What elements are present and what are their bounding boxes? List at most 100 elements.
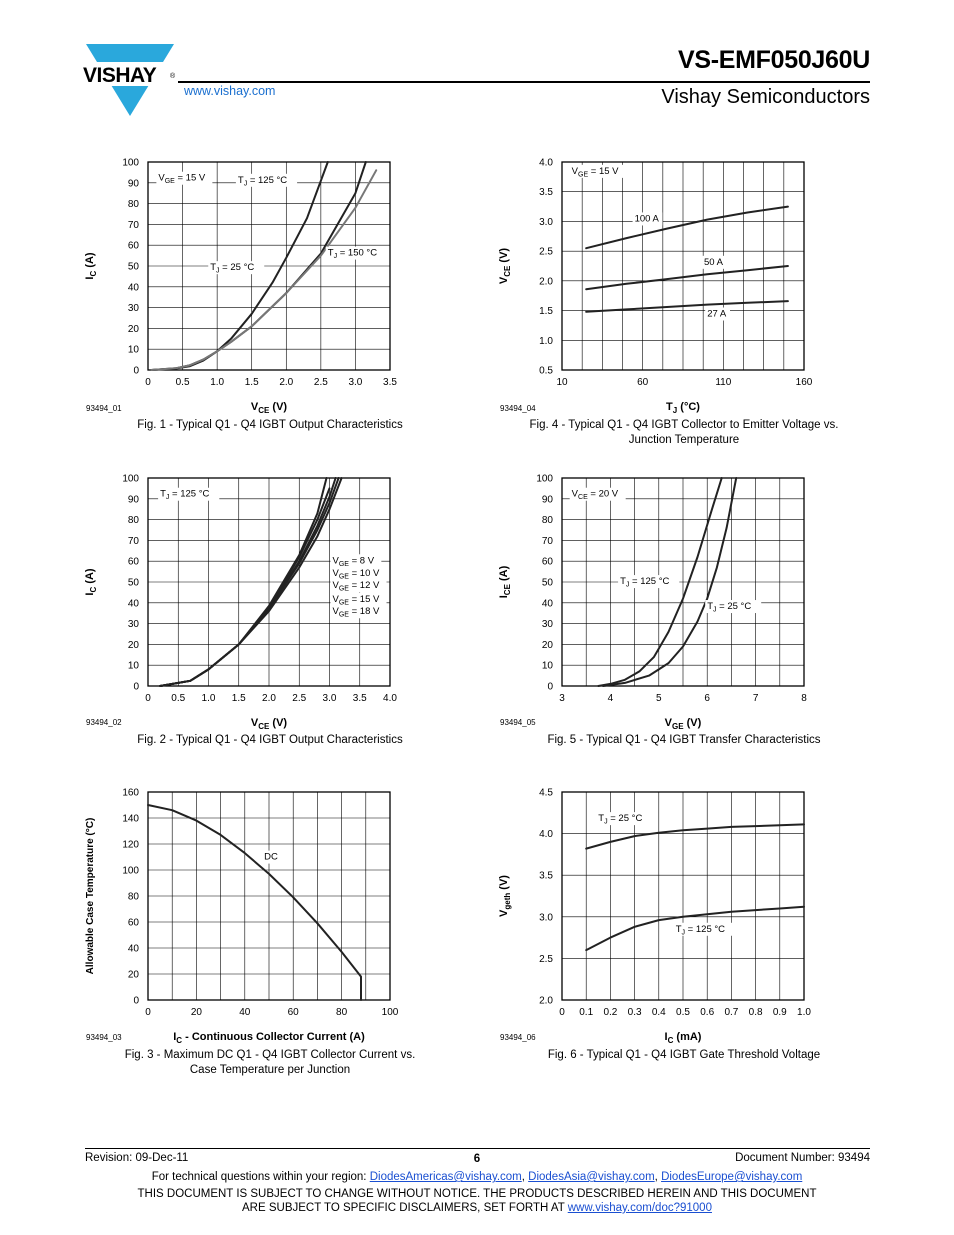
y-tick-label: 60 — [128, 241, 140, 252]
x-axis-label-main: V — [665, 717, 673, 729]
y-axis-label: Allowable Case Temperature (°C) — [85, 818, 96, 975]
annotation-label-sub: GE — [165, 178, 175, 185]
series-line — [585, 905, 805, 952]
annotation-label-main: T — [707, 601, 713, 612]
email-europe-link[interactable]: DiodesEurope@vishay.com — [661, 1171, 803, 1183]
x-tick-label: 2.0 — [279, 377, 293, 388]
y-axis-label: Vgeth (V) — [498, 875, 512, 917]
annotation-label: TJ = 125 °C — [620, 576, 669, 589]
y-tick-label: 40 — [128, 598, 140, 609]
y-axis-label: IC (A) — [84, 568, 98, 596]
y-tick-label: 100 — [122, 866, 139, 877]
chart-fig4-vce-vs-tj: 10 60 110 160 0.5 1.0 1.5 2.0 2.5 3.0 3.5 4.0 TJ (°C… — [498, 158, 813, 416]
annotation-background — [208, 261, 265, 275]
annotation-label-main: T — [238, 175, 244, 186]
disclaimer-link[interactable]: www.vishay.com/doc?91000 — [567, 1202, 712, 1214]
annotation-label-tail: = 15 V — [588, 166, 619, 177]
annotation-label-sub: J — [216, 268, 220, 275]
annotation-background — [262, 850, 277, 864]
y-tick-label: 40 — [542, 598, 554, 609]
email-asia-link[interactable]: DiodesAsia@vishay.com — [528, 1171, 655, 1183]
annotation-background — [673, 922, 735, 936]
annotation-label: TJ = 125 °C — [676, 924, 725, 937]
y-tick-label: 3.5 — [539, 871, 553, 882]
x-axis-label: VCE (V) — [251, 717, 288, 731]
annotation-label-tail: = 125 °C — [247, 175, 287, 186]
annotation-label-sub: J — [713, 607, 717, 614]
figure-caption: Fig. 3 - Maximum DC Q1 - Q4 IGBT Collect… — [124, 1049, 416, 1076]
annotation-background — [632, 212, 663, 226]
x-axis-label-main: I — [173, 1031, 176, 1043]
email-americas-link[interactable]: DiodesAmericas@vishay.com — [369, 1171, 522, 1183]
x-tick-label: 1.0 — [202, 693, 216, 704]
y-tick-label: 140 — [122, 814, 139, 825]
figure-id: 93494_03 — [86, 1033, 122, 1042]
y-tick-label: 20 — [542, 640, 554, 651]
y-axis-label-main: Allowable Case Temperature (°C) — [85, 818, 96, 975]
annotation-label-tail: 50 A — [704, 257, 724, 268]
y-tick-label: 100 — [536, 474, 553, 485]
logo-text-band — [82, 62, 178, 86]
x-tick-label: 0 — [145, 377, 151, 388]
annotation-background — [705, 307, 730, 321]
annotation-label-main: T — [620, 576, 626, 587]
annotation-label: TJ = 125 °C — [160, 489, 209, 502]
x-tick-label: 8 — [801, 693, 807, 704]
y-tick-label: 0.5 — [539, 366, 553, 377]
x-tick-label: 80 — [336, 1007, 348, 1018]
annotation-label: VGE = 15 V — [158, 173, 206, 186]
x-axis-label-sub: CE — [258, 406, 270, 415]
annotation-label-tail: = 125 °C — [629, 576, 669, 587]
annotation-background — [235, 173, 298, 187]
annotation-background — [705, 600, 762, 614]
x-axis-label-sub: C — [668, 1036, 674, 1045]
x-axis-label-main: V — [251, 717, 259, 729]
y-tick-label: 0 — [547, 682, 553, 693]
annotation-label-tail: = 15 V — [349, 594, 380, 605]
figure-id: 93494_06 — [500, 1033, 536, 1042]
website-link[interactable]: www.vishay.com — [184, 84, 276, 98]
x-tick-label: 0.6 — [700, 1007, 714, 1018]
figure-caption: Fig. 4 - Typical Q1 - Q4 IGBT Collector … — [529, 419, 839, 446]
x-axis-label: VCE (V) — [251, 401, 288, 415]
x-tick-label: 3.0 — [348, 377, 362, 388]
y-axis-label: IC (A) — [84, 252, 98, 280]
annotation-label: VGE = 15 V — [572, 166, 620, 179]
annotation-label-tail: = 25 °C — [717, 601, 752, 612]
y-tick-label: 30 — [128, 303, 140, 314]
annotation-label-main: V — [572, 489, 579, 500]
annotation-label-tail: = 150 °C — [337, 248, 377, 259]
series-line — [159, 477, 328, 687]
y-tick-label: 80 — [542, 515, 554, 526]
annotation-label: VGE = 8 V — [333, 555, 375, 568]
chart-fig2-output-characteristics: 0 0.5 1.0 1.5 2.0 2.5 3.0 3.5 4.0 0 10 20 30 40 50 60 70… — [84, 474, 397, 732]
annotation-label: 50 A — [704, 257, 724, 268]
part-number: VS-EMF050J60U — [677, 46, 870, 74]
annotation-background — [569, 164, 626, 178]
x-tick-label: 1.5 — [245, 377, 259, 388]
annotation-label-sub: GE — [339, 573, 349, 580]
x-axis-label: TJ (°C) — [666, 401, 700, 415]
annotation-label-main: T — [160, 489, 166, 500]
x-tick-label: 60 — [637, 377, 649, 388]
figure-caption: Fig. 2 - Typical Q1 - Q4 IGBT Output Cha… — [137, 734, 403, 746]
annotation-label: TJ = 125 °C — [238, 175, 287, 188]
y-tick-label: 90 — [542, 494, 554, 505]
x-tick-label: 40 — [239, 1007, 251, 1018]
x-axis-label-sub: GE — [672, 722, 684, 731]
document-number: Document Number: 93494 — [735, 1152, 870, 1164]
y-axis-label-sub: CE — [503, 583, 512, 595]
x-tick-label: 4.0 — [383, 693, 397, 704]
x-tick-label: 0.8 — [749, 1007, 763, 1018]
y-tick-label: 20 — [128, 640, 140, 651]
x-tick-label: 3.5 — [353, 693, 367, 704]
x-axis-label-main: T — [666, 401, 673, 413]
annotation-label-tail: = 20 V — [588, 489, 619, 500]
x-tick-label: 0 — [145, 693, 151, 704]
annotation-label-tail: DC — [264, 852, 278, 863]
annotation-label-sub: J — [166, 494, 170, 501]
figure-id: 93494_02 — [86, 718, 122, 727]
x-tick-label: 2.5 — [314, 377, 328, 388]
y-tick-label: 40 — [128, 282, 140, 293]
contact-line: For technical questions within your regi… — [151, 1171, 803, 1183]
